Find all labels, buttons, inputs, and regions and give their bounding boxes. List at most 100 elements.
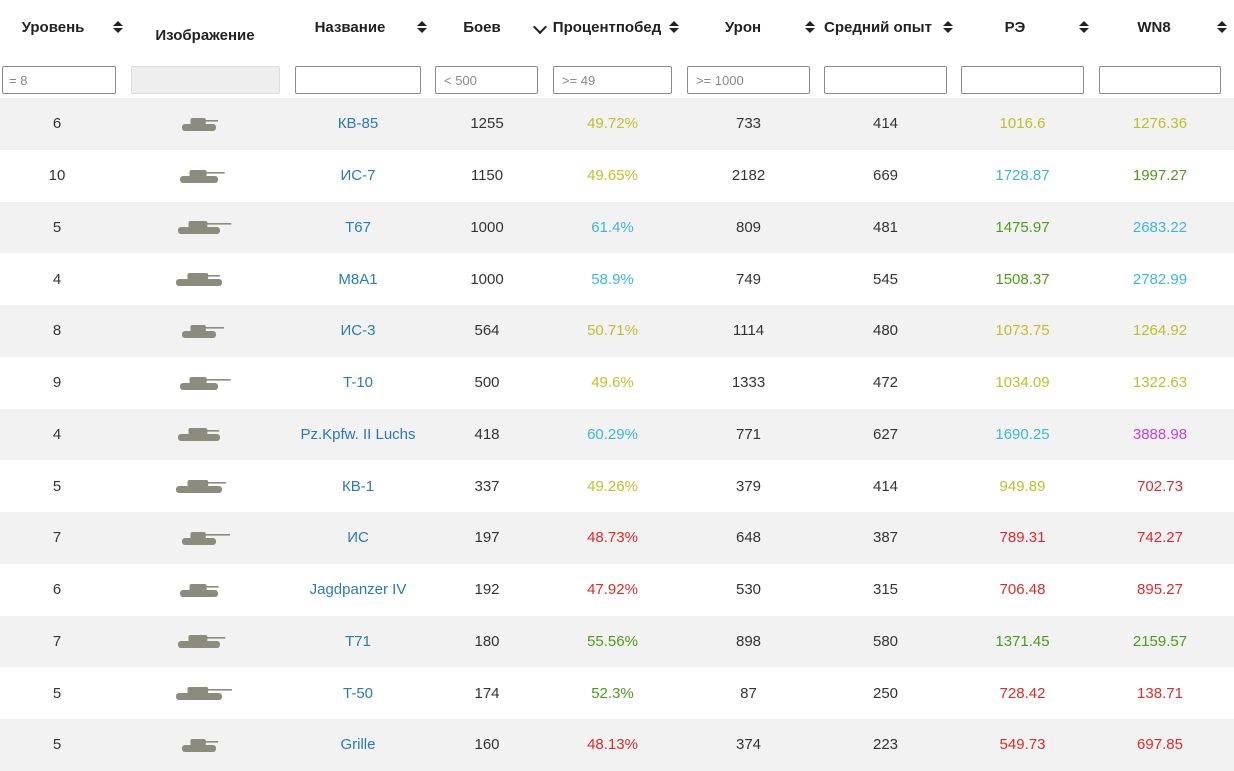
filter-image-disabled	[131, 66, 280, 94]
cell-wn8: 742.27	[1099, 512, 1221, 564]
re-value: 1475.97	[995, 218, 1050, 236]
header-name[interactable]: Название	[290, 0, 428, 56]
damage-value: 648	[735, 529, 762, 547]
cell-image	[140, 460, 270, 512]
filter-re-input[interactable]	[961, 66, 1084, 94]
table-row[interactable]: 7 T71 180 55.56% 898 580 1371.45 2159.57	[0, 615, 1234, 668]
cell-tier: 7	[0, 512, 114, 564]
cell-re: 1371.45	[961, 616, 1084, 668]
cell-wn8: 1276.36	[1099, 98, 1221, 150]
tank-name-link[interactable]: T67	[345, 218, 371, 236]
cell-avg_xp: 414	[824, 98, 947, 150]
cell-name: T67	[284, 202, 432, 254]
filter-winrate-input[interactable]	[553, 66, 672, 94]
cell-battles: 174	[436, 667, 538, 719]
header-re[interactable]: РЭ	[958, 0, 1090, 56]
winrate-value: 49.72%	[587, 115, 638, 133]
tier-value: 9	[52, 374, 62, 392]
sort-icon[interactable]	[1216, 18, 1228, 36]
header-wn8[interactable]: WN8	[1098, 0, 1228, 56]
re-value: 706.48	[999, 581, 1046, 599]
wn8-value: 2159.57	[1132, 632, 1188, 650]
cell-damage: 87	[687, 667, 810, 719]
tank-name-link[interactable]: ИС-7	[340, 167, 376, 185]
table-row[interactable]: 4 Pz.Kpfw. II Luchs 418 60.29% 771 627 1690.25…	[0, 408, 1234, 461]
header-damage[interactable]: Урон	[688, 0, 816, 56]
tank-name-link[interactable]: T-10	[342, 374, 373, 392]
cell-image	[140, 253, 270, 305]
sort-icon[interactable]	[804, 18, 816, 36]
table-row[interactable]: 5 T67 1000 61.4% 809 481 1475.97 2683.22	[0, 201, 1234, 254]
filter-name-input[interactable]	[295, 66, 421, 94]
filter-avg_xp-input[interactable]	[824, 66, 947, 94]
tank-name-link[interactable]: T-50	[342, 684, 373, 702]
tank-silhouette	[182, 324, 225, 338]
table-row[interactable]: 5 Grille 160 48.13% 374 223 549.73 697.85	[0, 719, 1234, 771]
sort-icon[interactable]	[416, 18, 428, 36]
filter-battles-input[interactable]	[435, 66, 538, 94]
cell-avg_xp: 627	[824, 409, 947, 461]
table-row[interactable]: 8 ИС-3 564 50.71% 1114 480 1073.75 1264.92	[0, 305, 1234, 357]
table-row[interactable]: 6 Jagdpanzer IV 192 47.92% 530 315 706.48 895.2…	[0, 563, 1234, 616]
cell-image	[140, 512, 270, 564]
table-row[interactable]: 6 КВ-85 1255 49.72% 733 414 1016.6 1276.36	[0, 98, 1234, 150]
table-row[interactable]: 7 ИС 197 48.73% 648 387 789.31 742.27	[0, 512, 1234, 564]
re-value: 789.31	[999, 529, 1046, 547]
filter-wn8-input[interactable]	[1099, 66, 1221, 94]
table-row[interactable]: 5 T-50 174 52.3% 87 250 728.42 138.71	[0, 667, 1234, 719]
tank-icon	[172, 373, 238, 393]
tank-name-link[interactable]: Jagdpanzer IV	[309, 581, 407, 599]
header-tier[interactable]: Уровень	[0, 0, 124, 56]
avg_xp-value: 580	[872, 632, 899, 650]
cell-winrate: 58.9%	[553, 253, 672, 305]
tank-name-link[interactable]: M8A1	[338, 270, 378, 288]
tank-name-link[interactable]: КВ-85	[337, 115, 379, 133]
sort-icon[interactable]	[112, 18, 124, 36]
tier-value: 6	[52, 581, 62, 599]
tank-silhouette	[176, 480, 226, 494]
filter-tier-input[interactable]	[2, 66, 116, 94]
sort-icon[interactable]	[942, 18, 954, 36]
cell-winrate: 49.72%	[553, 98, 672, 150]
filter-damage-input[interactable]	[687, 66, 810, 94]
header-battles[interactable]: Боев	[436, 0, 548, 56]
cell-winrate: 55.56%	[553, 616, 672, 668]
tank-name-link[interactable]: ИС	[347, 529, 369, 547]
sort-icon[interactable]	[668, 18, 680, 36]
cell-damage: 1114	[687, 305, 810, 357]
table-row[interactable]: 9 T-10 500 49.6% 1333 472 1034.09 1322.63	[0, 356, 1234, 409]
cell-avg_xp: 480	[824, 305, 947, 357]
tank-name-link[interactable]: КВ-1	[341, 477, 375, 495]
tank-icon	[172, 166, 238, 186]
header-label-re: РЭ	[1004, 19, 1026, 36]
cell-re: 1728.87	[961, 150, 1084, 202]
re-value: 1690.25	[995, 425, 1050, 443]
table-row[interactable]: 4 M8A1 1000 58.9% 749 545 1508.37 2782.99	[0, 253, 1234, 305]
damage-value: 771	[735, 425, 762, 443]
damage-value: 87	[740, 684, 757, 702]
damage-value: 898	[735, 632, 762, 650]
cell-avg_xp: 315	[824, 564, 947, 616]
tank-name-link[interactable]: Grille	[340, 736, 376, 754]
sort-desc-icon[interactable]	[532, 18, 548, 36]
sort-icon[interactable]	[1078, 18, 1090, 36]
tank-icon	[172, 424, 238, 444]
tank-name-link[interactable]: Pz.Kpfw. II Luchs	[300, 425, 416, 443]
winrate-value: 61.4%	[591, 218, 634, 236]
header-winrate[interactable]: Процент побед	[552, 0, 680, 56]
tank-name-link[interactable]: ИС-3	[340, 322, 376, 340]
cell-wn8: 697.85	[1099, 719, 1221, 771]
damage-value: 374	[735, 736, 762, 754]
table-row[interactable]: 10 ИС-7 1150 49.65% 2182 669 1728.87 1997.27	[0, 149, 1234, 202]
wn8-value: 1997.27	[1132, 167, 1188, 185]
avg_xp-value: 387	[872, 529, 899, 547]
header-image: Изображение	[130, 0, 280, 56]
cell-tier: 6	[0, 564, 114, 616]
cell-name: ИС	[284, 512, 432, 564]
cell-winrate: 50.71%	[553, 305, 672, 357]
header-avg_xp[interactable]: Средний опыт	[820, 0, 954, 56]
table-row[interactable]: 5 КВ-1 337 49.26% 379 414 949.89 702.73	[0, 460, 1234, 512]
tank-name-link[interactable]: T71	[345, 632, 371, 650]
tank-icon	[172, 269, 238, 289]
